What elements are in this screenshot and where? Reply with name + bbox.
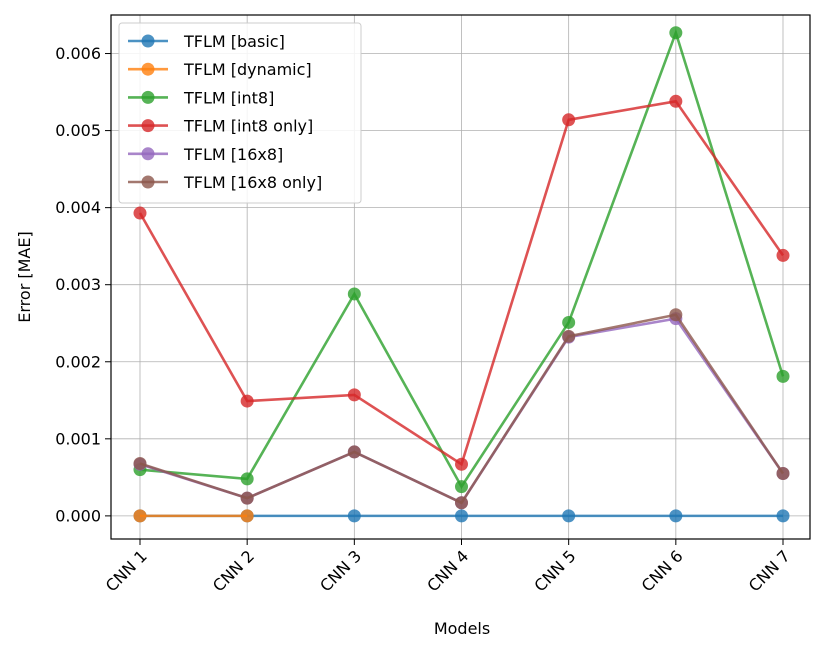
plot-series — [133, 26, 790, 523]
legend: TFLM [basic] TFLM [dynamic] TFLM [int8] TFL… — [118, 22, 362, 204]
data-point — [133, 206, 147, 220]
x-axis-ticks: CNN 1 CNN 2 CNN 3 CNN 4 CNN 5 CNN 6 CNN 7 — [102, 539, 794, 595]
y-axis-label: Error [MAE] — [15, 231, 34, 322]
x-tick-label: CNN 7 — [745, 546, 794, 595]
x-tick-label: CNN 5 — [530, 546, 579, 595]
x-tick-label: CNN 6 — [638, 546, 687, 595]
x-tick-label: CNN 4 — [423, 546, 472, 595]
series-2 — [133, 26, 790, 494]
legend-marker — [141, 119, 155, 133]
y-tick-label: 0.002 — [55, 352, 101, 371]
data-point — [669, 94, 683, 108]
y-tick-label: 0.004 — [55, 198, 101, 217]
series-5 — [133, 308, 790, 510]
data-point — [776, 248, 790, 262]
legend-item: TFLM [16x8 only] — [128, 173, 322, 192]
data-point — [240, 472, 254, 486]
x-axis-label: Models — [434, 619, 490, 638]
data-point — [133, 456, 147, 470]
data-point — [455, 496, 468, 510]
data-point — [562, 329, 576, 343]
legend-label: TFLM [16x8 only] — [183, 173, 322, 192]
data-point — [347, 445, 361, 459]
data-point — [455, 457, 468, 471]
x-tick-label: CNN 2 — [209, 546, 258, 595]
data-point — [776, 467, 790, 480]
legend-label: TFLM [int8] — [183, 88, 274, 107]
data-point — [669, 26, 683, 40]
legend-item: TFLM [16x8] — [128, 145, 283, 164]
legend-frame — [118, 22, 362, 204]
data-point — [669, 308, 683, 322]
data-point — [347, 509, 361, 523]
legend-marker — [141, 147, 155, 161]
series-3 — [133, 94, 790, 471]
data-point — [562, 509, 576, 523]
data-point — [240, 509, 254, 523]
y-tick-label: 0.005 — [55, 121, 101, 140]
legend-marker — [141, 34, 155, 48]
legend-item: TFLM [int8] — [128, 88, 274, 107]
y-tick-label: 0.000 — [55, 506, 101, 525]
data-point — [776, 369, 790, 383]
data-point — [133, 509, 147, 523]
data-point — [562, 315, 576, 329]
legend-item: TFLM [int8 only] — [128, 117, 313, 136]
legend-label: TFLM [16x8] — [183, 145, 283, 164]
data-point — [455, 509, 468, 523]
plot-frame — [110, 14, 811, 540]
data-point — [240, 394, 254, 408]
series-1 — [133, 509, 254, 523]
legend-item: TFLM [basic] — [128, 32, 285, 51]
data-point — [776, 509, 790, 523]
y-axis-ticks: 0.000 0.001 0.002 0.003 0.004 0.005 0.006 — [55, 44, 111, 525]
legend-marker — [141, 90, 155, 104]
legend-item: TFLM [dynamic] — [128, 60, 312, 79]
legend-label: TFLM [basic] — [183, 32, 285, 51]
y-tick-label: 0.003 — [55, 275, 101, 294]
data-point — [347, 287, 361, 301]
data-point — [669, 509, 683, 523]
data-point — [240, 491, 254, 505]
data-point — [347, 388, 361, 402]
x-tick-label: CNN 3 — [316, 546, 365, 595]
legend-label: TFLM [int8 only] — [183, 117, 313, 136]
y-tick-label: 0.001 — [55, 429, 101, 448]
legend-label: TFLM [dynamic] — [183, 60, 312, 79]
y-tick-label: 0.006 — [55, 44, 101, 63]
data-point — [562, 113, 576, 127]
x-tick-label: CNN 1 — [102, 546, 151, 595]
legend-marker — [141, 175, 155, 189]
data-point — [455, 480, 468, 494]
legend-marker — [141, 62, 155, 76]
